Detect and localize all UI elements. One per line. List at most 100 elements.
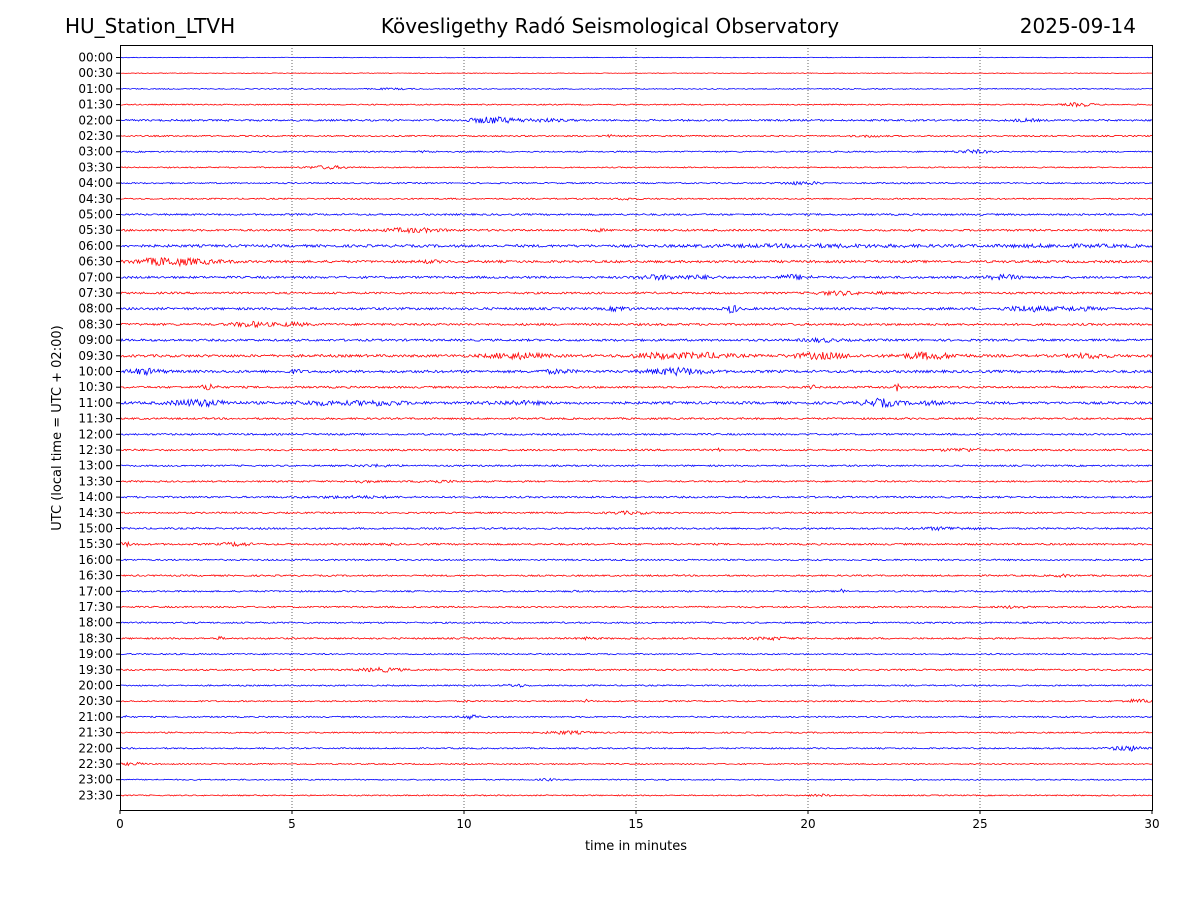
trace-0900 (119, 336, 1153, 344)
y-tick-label: 09:30 (78, 349, 113, 363)
trace-0630 (119, 256, 1153, 268)
y-tick-label: 07:30 (78, 286, 113, 300)
y-tick-label: 01:00 (78, 82, 113, 96)
trace-1230 (119, 447, 1153, 453)
trace-1300 (119, 463, 1153, 469)
trace-1930 (119, 666, 1153, 673)
trace-1700 (119, 588, 1153, 594)
trace-1600 (119, 558, 1153, 562)
y-tick-label: 13:30 (78, 474, 113, 488)
trace-2030 (119, 698, 1153, 704)
y-tick-label: 07:00 (78, 270, 113, 284)
trace-0930 (119, 351, 1153, 361)
y-tick-label: 19:30 (78, 663, 113, 677)
trace-0800 (119, 304, 1153, 314)
trace-2330 (119, 793, 1153, 798)
y-tick-label: 11:30 (78, 412, 113, 426)
y-tick-label: 08:00 (78, 302, 113, 316)
y-tick-label: 05:00 (78, 208, 113, 222)
y-tick-label: 13:00 (78, 459, 113, 473)
trace-2200 (119, 745, 1153, 752)
y-tick-label: 12:00 (78, 427, 113, 441)
y-tick-label: 03:00 (78, 145, 113, 159)
trace-1730 (119, 604, 1153, 610)
trace-0230 (119, 133, 1153, 139)
trace-0430 (119, 197, 1153, 201)
trace-1500 (119, 526, 1153, 532)
y-tick-label: 14:00 (78, 490, 113, 504)
y-tick-label: 18:00 (78, 616, 113, 630)
y-tick-label: 06:30 (78, 255, 113, 269)
y-tick-label: 12:30 (78, 443, 113, 457)
trace-0530 (119, 227, 1153, 235)
trace-0200 (119, 115, 1153, 124)
y-tick-label: 21:00 (78, 710, 113, 724)
y-tick-label: 01:30 (78, 98, 113, 112)
y-tick-label: 06:00 (78, 239, 113, 253)
station-name: HU_Station_LTVH (65, 14, 236, 38)
trace-group (119, 56, 1153, 798)
trace-1100 (119, 397, 1153, 409)
trace-2100 (119, 714, 1153, 721)
y-tick-label: 22:00 (78, 741, 113, 755)
y-tick-label: 05:30 (78, 223, 113, 237)
trace-1630 (119, 573, 1152, 579)
x-tick-label: 10 (456, 817, 471, 831)
y-tick-label: 02:30 (78, 129, 113, 143)
trace-1830 (119, 635, 1153, 642)
y-tick-label: 02:00 (78, 113, 113, 127)
trace-0300 (119, 149, 1153, 155)
trace-0830 (119, 320, 1153, 329)
y-tick-label: 19:00 (78, 647, 113, 661)
trace-0400 (119, 180, 1153, 186)
y-tick-label: 00:30 (78, 66, 113, 80)
trace-0130 (119, 102, 1153, 108)
plot-frame (120, 45, 1153, 811)
y-tick-label: 20:00 (78, 679, 113, 693)
y-tick-label: 10:00 (78, 365, 113, 379)
trace-1200 (119, 432, 1153, 436)
y-tick-label: 09:00 (78, 333, 113, 347)
y-tick-label: 21:30 (78, 726, 113, 740)
trace-2300 (120, 777, 1153, 782)
trace-1900 (119, 652, 1153, 656)
trace-1000 (119, 366, 1153, 377)
x-tick-label: 25 (972, 817, 987, 831)
trace-0600 (119, 242, 1153, 249)
y-tick-label: 16:30 (78, 569, 113, 583)
trace-1430 (119, 510, 1153, 516)
trace-2000 (119, 683, 1153, 688)
trace-2130 (119, 729, 1153, 736)
trace-0730 (119, 290, 1153, 297)
trace-0000 (119, 56, 1153, 59)
chart-date: 2025-09-14 (1019, 14, 1136, 38)
trace-0030 (119, 72, 1153, 74)
x-tick-label: 30 (1144, 817, 1159, 831)
trace-1130 (119, 417, 1153, 421)
trace-1330 (119, 479, 1153, 484)
y-tick-label: 17:30 (78, 600, 113, 614)
trace-0100 (119, 87, 1153, 91)
grid-lines (291, 45, 981, 810)
trace-1530 (119, 540, 1153, 548)
x-tick-label: 15 (628, 817, 643, 831)
y-tick-label: 00:00 (78, 51, 113, 65)
y-tick-label: 10:30 (78, 380, 113, 394)
y-tick-label: 15:30 (78, 537, 113, 551)
x-tick-label: 20 (800, 817, 815, 831)
x-axis-label: time in minutes (585, 839, 687, 854)
chart-title: Kövesligethy Radó Seismological Observat… (380, 14, 840, 38)
x-tick-label: 0 (116, 817, 124, 831)
trace-1800 (119, 621, 1153, 625)
y-tick-label: 04:00 (78, 176, 113, 190)
y-tick-label: 18:30 (78, 631, 113, 645)
y-tick-label: 03:30 (78, 160, 113, 174)
y-tick-label: 14:30 (78, 506, 113, 520)
y-tick-label: 11:00 (78, 396, 113, 410)
y-tick-label: 08:30 (78, 317, 113, 331)
y-tick-label: 23:00 (78, 773, 113, 787)
trace-1030 (119, 382, 1153, 392)
x-tick-label: 5 (288, 817, 296, 831)
